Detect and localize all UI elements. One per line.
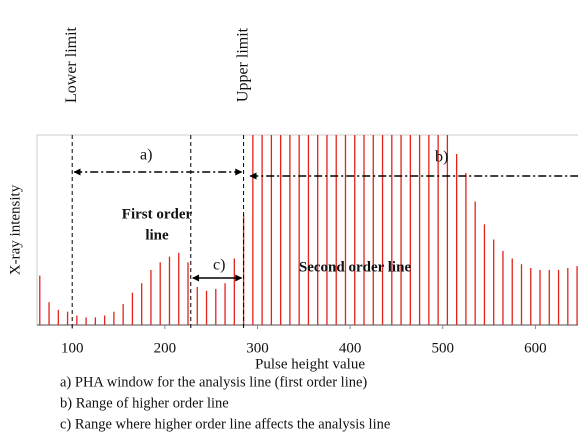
range-label: a) <box>140 147 152 164</box>
caption: a) PHA window for the analysis line (fir… <box>60 374 367 390</box>
limit-label: Lower limit <box>63 26 80 103</box>
range-label: c) <box>213 257 225 274</box>
x-tick-label: 100 <box>61 340 84 356</box>
caption: c) Range where higher order line affects… <box>60 416 390 432</box>
region-label: line <box>145 227 169 243</box>
y-axis-label: X-ray intensity <box>7 184 23 275</box>
range-label: b) <box>435 149 448 166</box>
x-tick-label: 200 <box>154 340 177 356</box>
limit-label: Upper limit <box>234 27 251 102</box>
caption: b) Range of higher order line <box>60 395 229 411</box>
region-label: Second order line <box>299 259 412 275</box>
x-tick-label: 400 <box>339 340 362 356</box>
region-label: First order <box>122 206 193 222</box>
x-tick-label: 500 <box>432 340 455 356</box>
x-axis-label: Pulse height value <box>255 356 365 372</box>
x-tick-label: 600 <box>524 340 547 356</box>
x-tick-label: 300 <box>246 340 269 356</box>
